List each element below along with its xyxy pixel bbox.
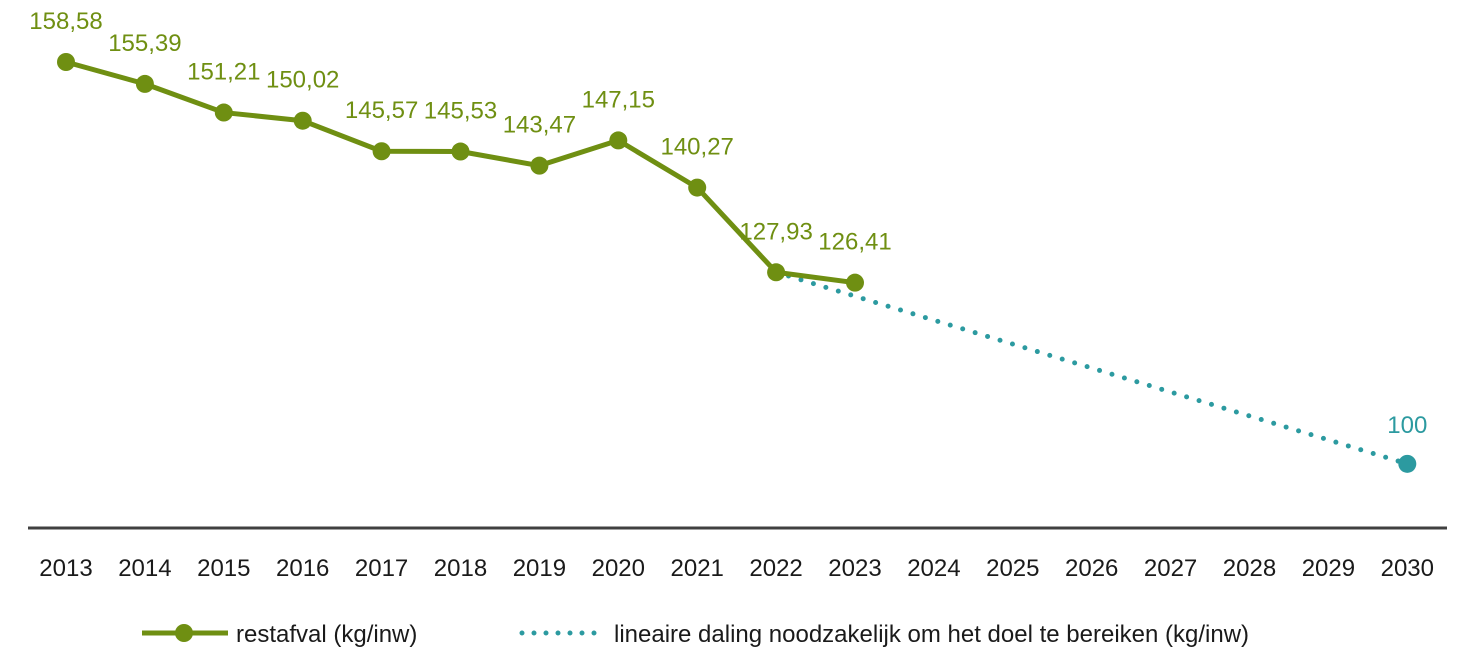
restafval-point <box>135 74 154 93</box>
data-label: 127,93 <box>739 218 812 245</box>
data-label: 143,47 <box>503 112 576 139</box>
x-tick-label: 2017 <box>355 555 408 582</box>
x-tick-label: 2020 <box>592 555 645 582</box>
target-end-point <box>1398 454 1417 473</box>
x-tick-label: 2014 <box>118 555 171 582</box>
restafval-point <box>767 263 786 282</box>
restafval-point <box>451 142 470 161</box>
x-tick-label: 2023 <box>828 555 881 582</box>
data-label: 158,58 <box>29 8 102 35</box>
x-tick-label: 2027 <box>1144 555 1197 582</box>
legend-marker-restafval <box>175 624 193 642</box>
restafval-point <box>530 156 549 175</box>
legend-label-target: lineaire daling noodzakelijk om het doel… <box>614 621 1249 648</box>
data-label: 155,39 <box>108 30 181 57</box>
x-tick-label: 2022 <box>749 555 802 582</box>
data-label: 145,53 <box>424 98 497 125</box>
x-tick-label: 2024 <box>907 555 960 582</box>
x-tick-label: 2018 <box>434 555 487 582</box>
legend-label-restafval: restafval (kg/inw) <box>236 621 417 648</box>
x-tick-label: 2015 <box>197 555 250 582</box>
data-label: 150,02 <box>266 67 339 94</box>
restafval-point <box>846 273 864 292</box>
target-end-label: 100 <box>1387 412 1427 439</box>
restafval-point <box>214 103 233 122</box>
restafval-point <box>609 131 628 150</box>
x-tick-label: 2019 <box>513 555 566 582</box>
target-line <box>773 269 1410 467</box>
x-tick-label: 2030 <box>1381 555 1434 582</box>
restafval-line <box>65 59 856 286</box>
x-tick-labels: 2013 2014 2015 2016 2017 2018 2019 2020 2021 2022… <box>39 555 1434 582</box>
data-label: 140,27 <box>660 134 733 161</box>
data-label: 145,57 <box>345 97 418 124</box>
x-tick-label: 2021 <box>671 555 724 582</box>
series-target-line <box>773 269 1417 473</box>
data-label: 151,21 <box>187 59 260 86</box>
restafval-point <box>372 142 391 161</box>
restafval-point <box>688 178 707 197</box>
x-tick-label: 2026 <box>1065 555 1118 582</box>
x-tick-label: 2016 <box>276 555 329 582</box>
legend: restafval (kg/inw) lineaire daling noodz… <box>142 621 1249 648</box>
data-label: 126,41 <box>818 229 891 256</box>
restafval-point <box>57 53 75 71</box>
series-restafval <box>57 53 864 292</box>
data-label: 147,15 <box>582 86 655 113</box>
x-tick-label: 2028 <box>1223 555 1276 582</box>
x-tick-label: 2025 <box>986 555 1039 582</box>
x-tick-label: 2013 <box>39 555 92 582</box>
restafval-point <box>293 111 312 130</box>
x-tick-label: 2029 <box>1302 555 1355 582</box>
